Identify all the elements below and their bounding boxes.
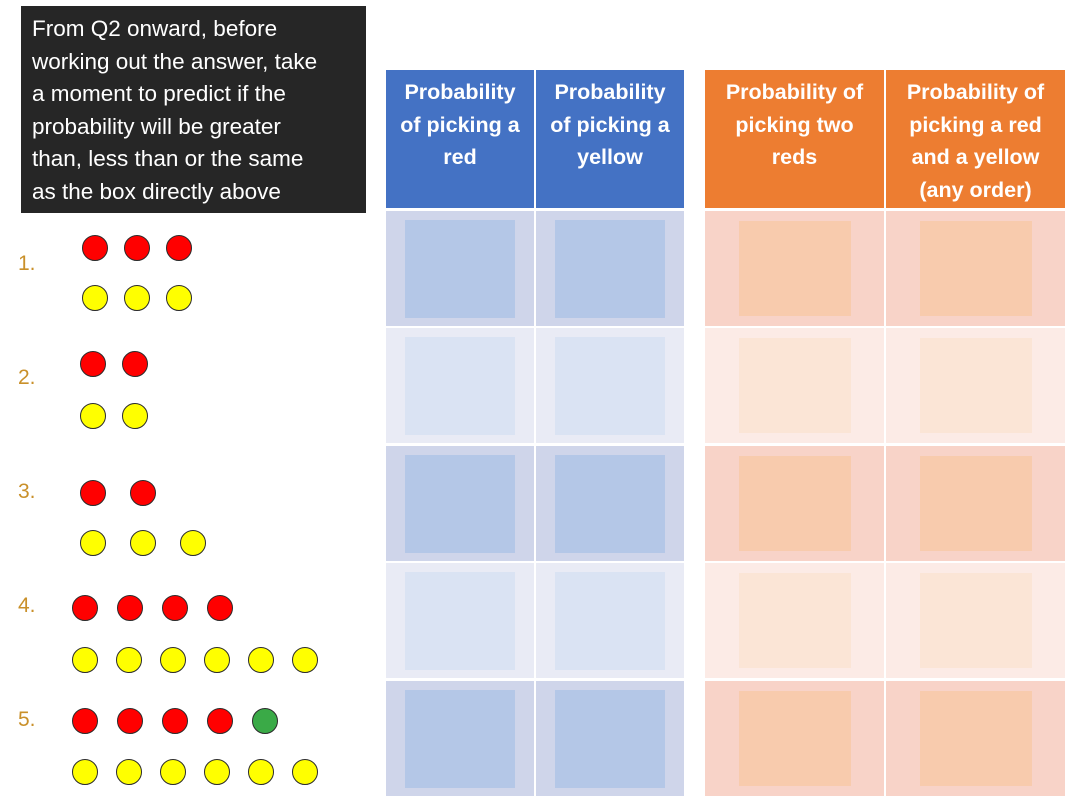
red-counter: [130, 480, 156, 506]
red-counter: [72, 595, 98, 621]
answer-box[interactable]: [405, 571, 515, 670]
question-number: 4.: [18, 594, 36, 617]
column-header-line: Probability of: [906, 80, 1045, 104]
column-header-line: Probability: [554, 80, 666, 104]
instruction-line: than, less than or the same: [32, 146, 304, 171]
yellow-counter: [80, 403, 106, 429]
answer-box[interactable]: [405, 336, 515, 435]
yellow-counter: [116, 647, 142, 673]
question-number: 1.: [18, 252, 36, 275]
red-counter: [122, 351, 148, 377]
answer-box[interactable]: [919, 456, 1032, 551]
yellow-counter: [130, 530, 156, 556]
answer-box[interactable]: [919, 691, 1032, 786]
instruction-box: From Q2 onward, before working out the an…: [21, 6, 366, 213]
answer-box[interactable]: [919, 338, 1032, 433]
column-header-line: red: [443, 145, 477, 169]
column-header-line: reds: [771, 145, 818, 169]
yellow-counter: [292, 647, 318, 673]
red-counter: [80, 351, 106, 377]
red-counter: [82, 235, 108, 261]
instruction-line: probability will be greater: [32, 113, 281, 139]
red-counter: [117, 708, 143, 734]
column-header-1: Probability of picking a red: [386, 70, 534, 208]
answer-box[interactable]: [555, 454, 665, 553]
yellow-counter: [204, 647, 230, 673]
instruction-line: working out the answer, take: [32, 48, 318, 74]
yellow-counter: [124, 285, 150, 311]
column-header-4: Probability of picking a red and a yellow (…: [886, 70, 1065, 208]
answer-box[interactable]: [555, 689, 665, 788]
red-counter: [124, 235, 150, 261]
answer-box[interactable]: [555, 571, 665, 670]
red-counter: [166, 235, 192, 261]
answer-box[interactable]: [555, 336, 665, 435]
red-counter: [162, 708, 188, 734]
column-header-line: and a yellow: [911, 145, 1040, 169]
question-number: 2.: [18, 366, 36, 389]
answer-box[interactable]: [738, 573, 851, 668]
yellow-counter: [292, 759, 318, 785]
yellow-counter: [204, 759, 230, 785]
answer-box[interactable]: [738, 691, 851, 786]
green-counter: [252, 708, 278, 734]
instruction-line: From Q2 onward, before: [32, 16, 278, 41]
column-header-line: yellow: [577, 145, 643, 169]
instruction-line: a moment to predict if the: [32, 81, 286, 106]
column-header-line: Probability of: [725, 80, 864, 104]
yellow-counter: [166, 285, 192, 311]
yellow-counter: [160, 647, 186, 673]
yellow-counter: [248, 647, 274, 673]
yellow-counter: [80, 530, 106, 556]
yellow-counter: [160, 759, 186, 785]
instruction-line: as the box directly above: [32, 178, 281, 204]
column-header-3: Probability of picking two reds: [705, 70, 884, 208]
column-header-line: of picking a: [550, 112, 670, 137]
yellow-counter: [122, 403, 148, 429]
red-counter: [162, 595, 188, 621]
column-header-2: Probability of picking a yellow: [536, 70, 684, 208]
question-number: 5.: [18, 708, 36, 731]
red-counter: [207, 595, 233, 621]
column-header-line: Probability: [404, 80, 516, 104]
answer-box[interactable]: [919, 221, 1032, 316]
red-counter: [72, 708, 98, 734]
red-counter: [80, 480, 106, 506]
column-header-line: picking a red: [909, 112, 1042, 137]
yellow-counter: [248, 759, 274, 785]
yellow-counter: [72, 647, 98, 673]
answer-box[interactable]: [405, 454, 515, 553]
yellow-counter: [116, 759, 142, 785]
answer-box[interactable]: [738, 456, 851, 551]
question-number: 3.: [18, 480, 36, 503]
answer-box[interactable]: [405, 689, 515, 788]
red-counter: [207, 708, 233, 734]
answer-box[interactable]: [555, 219, 665, 318]
column-header-line: (any order): [919, 177, 1032, 202]
column-header-line: picking two: [735, 112, 854, 137]
answer-box[interactable]: [738, 338, 851, 433]
yellow-counter: [82, 285, 108, 311]
answer-box[interactable]: [919, 573, 1032, 668]
yellow-counter: [72, 759, 98, 785]
yellow-counter: [180, 530, 206, 556]
red-counter: [117, 595, 143, 621]
answer-box[interactable]: [405, 219, 515, 318]
column-header-line: of picking a: [400, 112, 520, 137]
answer-box[interactable]: [738, 221, 851, 316]
